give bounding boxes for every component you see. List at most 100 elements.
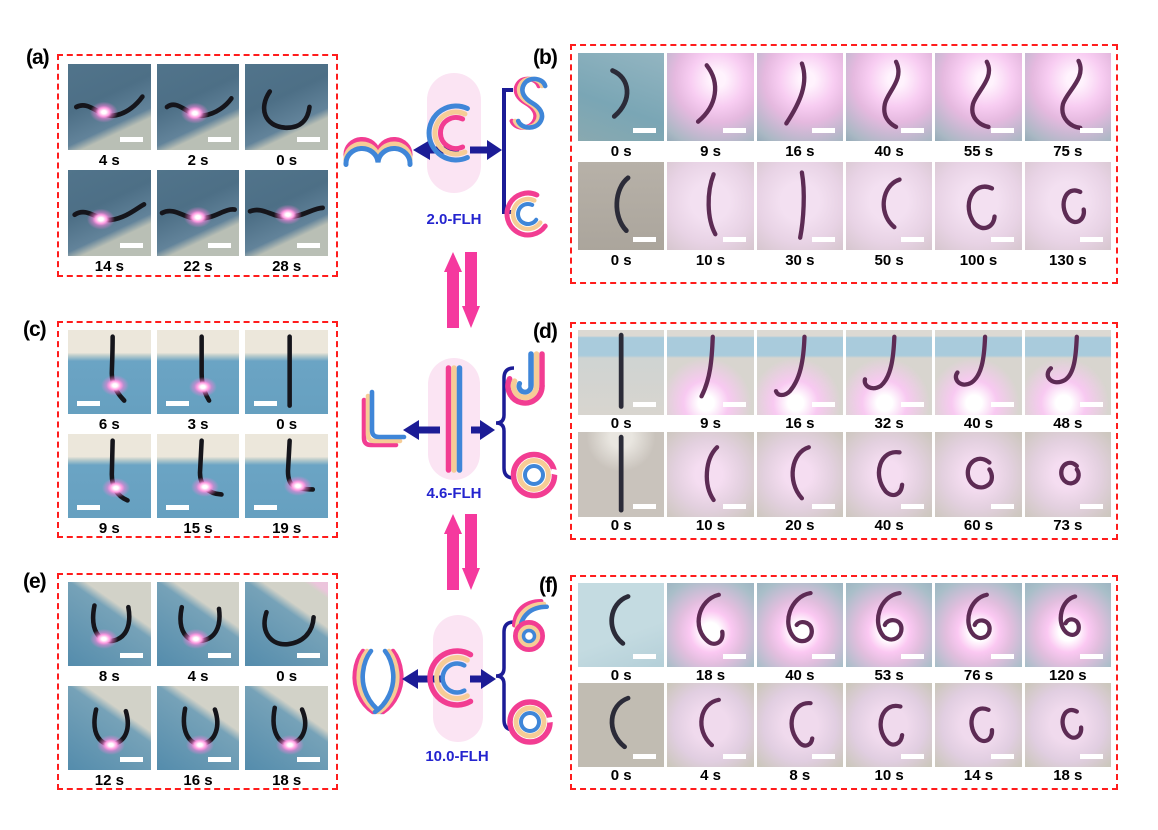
micrograph-photo xyxy=(156,330,240,414)
scale-bar xyxy=(297,243,321,248)
capsule xyxy=(427,73,481,193)
timestamp-label: 76 s xyxy=(963,666,994,684)
fiber-shape-b2_30 xyxy=(797,170,806,240)
equilibrium-arrows xyxy=(444,252,480,328)
micrograph-photo xyxy=(845,583,933,667)
photo-row: 12 s 16 s 18 s xyxy=(68,686,329,790)
c-arc xyxy=(426,103,470,163)
photo-frame: 0 s xyxy=(245,64,329,170)
scale-bar xyxy=(901,402,925,407)
fiber-shape-b55 xyxy=(970,59,992,130)
timestamp-label: 4 s xyxy=(98,151,120,169)
micrograph-photo xyxy=(245,582,329,666)
fiber-shape-b2_50 xyxy=(881,177,902,230)
scale-bar xyxy=(901,654,925,659)
micrograph-photo xyxy=(156,434,240,518)
timestamp-label: 12 s xyxy=(94,771,124,789)
fiber-shape-f18 xyxy=(697,592,725,646)
photo-frame: 22 s xyxy=(156,170,240,276)
schematic-4-6-flh: 4.6-FLH xyxy=(361,351,564,502)
timestamp-label: 40 s xyxy=(785,666,815,684)
micrograph-photo xyxy=(845,162,933,250)
photo-frame: 53 s xyxy=(845,583,933,684)
photo-frame: 3 s xyxy=(156,330,240,434)
micrograph-photo xyxy=(1024,432,1111,517)
photo-frame: 0 s xyxy=(245,582,329,686)
photo-frame: 12 s xyxy=(68,686,151,790)
fiber-shape-d2_40 xyxy=(876,450,905,498)
photo-frame: 40 s xyxy=(935,330,1022,432)
photo-frame: 48 s xyxy=(1024,330,1111,432)
micrograph-photo xyxy=(156,170,240,256)
timestamp-label: 4 s xyxy=(700,766,721,784)
panel-label-e: (e) xyxy=(23,570,47,593)
photo-row: 4 s 2 s 0 s xyxy=(68,64,329,170)
curly-brace xyxy=(495,620,515,732)
photo-frame: 14 s xyxy=(68,170,151,276)
photo-row: 0 s 4 s 8 s 10 s 14 s 18 s xyxy=(578,683,1111,784)
micrograph-photo xyxy=(68,686,151,770)
scale-bar xyxy=(722,402,746,407)
photo-frame: 100 s xyxy=(935,162,1022,271)
laser-spot xyxy=(89,101,118,123)
micrograph-photo xyxy=(756,583,843,667)
scale-bar xyxy=(811,654,835,659)
scale-bar xyxy=(1079,754,1103,759)
fiber-shape-d48 xyxy=(1045,334,1079,385)
micrograph-photo xyxy=(68,330,151,414)
photo-frame: 60 s xyxy=(935,432,1022,534)
laser-spot xyxy=(185,734,214,755)
panel-label-a: (a) xyxy=(26,46,50,69)
photo-frame: 0 s xyxy=(578,162,665,271)
timestamp-label: 55 s xyxy=(963,143,994,160)
pointed-oval-shape xyxy=(352,648,404,715)
laser-spot xyxy=(87,208,116,230)
photo-frame: 55 s xyxy=(935,53,1022,162)
micrograph-photo xyxy=(1024,683,1111,767)
timestamp-label: 16 s xyxy=(785,415,815,432)
fiber-shape-d2_60 xyxy=(965,456,995,490)
timestamp-label: 18 s xyxy=(695,666,726,684)
scale-bar xyxy=(990,654,1014,659)
micrograph-photo xyxy=(667,330,754,415)
scale-bar xyxy=(119,653,143,658)
scale-bar xyxy=(1079,402,1103,407)
scale-bar xyxy=(722,654,746,659)
timestamp-label: 10 s xyxy=(695,252,726,269)
fiber-shape-d2_20 xyxy=(790,445,811,501)
timestamp-label: 40 s xyxy=(963,415,994,432)
scale-bar xyxy=(990,402,1014,407)
photo-frame: 75 s xyxy=(1024,53,1111,162)
fiber-shape-b40 xyxy=(882,59,901,130)
timestamp-label: 2 s xyxy=(187,151,209,169)
timestamp-label: 19 s xyxy=(272,519,302,537)
panel-box-c: 6 s 3 s 0 s 9 s 15 s 19 s xyxy=(57,321,338,538)
micrograph-photo xyxy=(845,53,933,141)
micrograph-photo xyxy=(1024,583,1111,667)
timestamp-label: 9 s xyxy=(700,415,721,432)
fiber-shape-d2_0 xyxy=(618,434,624,513)
left-arrow-icon xyxy=(403,420,440,440)
photo-frame: 16 s xyxy=(756,53,843,162)
photo-row: 0 s 10 s 20 s 40 s 60 s 73 s xyxy=(578,432,1111,534)
micrograph-photo xyxy=(845,683,933,767)
micrograph-photo xyxy=(1024,53,1111,141)
timestamp-label: 40 s xyxy=(874,143,904,160)
micrograph-photo xyxy=(245,434,329,518)
open-ring-shape xyxy=(510,451,564,499)
photo-frame: 0 s xyxy=(578,683,665,784)
scale-bar xyxy=(990,237,1014,242)
timestamp-label: 18 s xyxy=(1053,766,1083,784)
micrograph-photo xyxy=(245,170,329,256)
photo-frame: 120 s xyxy=(1024,583,1111,684)
timestamp-label: 28 s xyxy=(272,257,302,275)
micrograph-photo xyxy=(845,432,933,517)
photo-frame: 18 s xyxy=(245,686,329,790)
fiber-shape-f2_14 xyxy=(969,706,995,744)
timestamp-label: 6 s xyxy=(98,415,120,433)
micrograph-photo xyxy=(578,432,665,517)
micrograph-photo xyxy=(1024,162,1111,250)
l-shape xyxy=(361,389,407,448)
scale-bar xyxy=(811,402,835,407)
timestamp-label: 9 s xyxy=(700,143,721,160)
